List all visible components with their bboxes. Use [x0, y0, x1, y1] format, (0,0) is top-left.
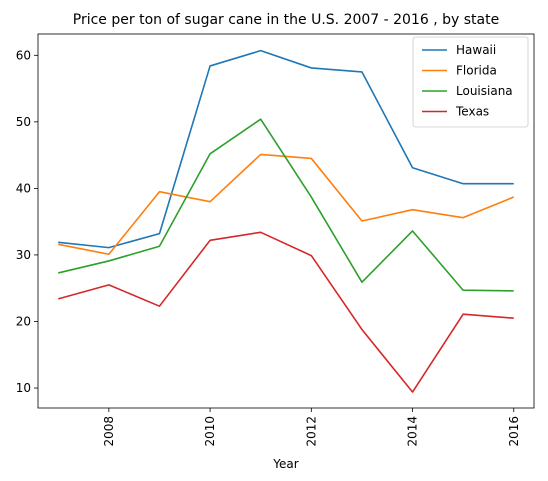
legend-label-florida: Florida [456, 64, 497, 78]
y-tick-label: 10 [16, 381, 31, 395]
legend-label-texas: Texas [455, 105, 489, 119]
y-tick-label: 30 [16, 248, 31, 262]
plot-area [58, 49, 515, 393]
legend-label-hawaii: Hawaii [456, 43, 496, 57]
y-tick-label: 60 [16, 48, 31, 62]
x-axis-label: Year [272, 457, 298, 471]
x-tick-label: 2012 [304, 416, 318, 447]
series-line-louisiana [58, 118, 514, 292]
legend: Hawaii Florida Louisiana Texas [412, 36, 529, 128]
chart-title: Price per ton of sugar cane in the U.S. … [73, 12, 499, 28]
series-line-hawaii [58, 49, 514, 249]
legend-box [412, 36, 529, 128]
x-tick-label: 2014 [406, 416, 420, 447]
series-line-texas [58, 231, 514, 393]
series-line-florida [58, 153, 515, 256]
x-axis: 2008 2010 2012 2014 2016 [102, 408, 521, 447]
y-tick-label: 20 [16, 314, 31, 328]
y-axis: 10 20 30 40 50 60 [16, 48, 38, 395]
legend-label-louisiana: Louisiana [456, 84, 513, 98]
x-tick-label: 2016 [507, 416, 521, 447]
plot-frame [37, 33, 535, 409]
y-tick-label: 40 [16, 181, 31, 195]
x-tick-label: 2010 [203, 416, 217, 447]
y-tick-label: 50 [16, 115, 31, 129]
x-tick-label: 2008 [102, 416, 116, 447]
